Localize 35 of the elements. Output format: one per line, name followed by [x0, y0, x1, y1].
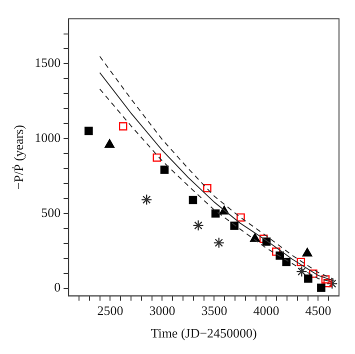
- point: [326, 278, 338, 290]
- point: [309, 270, 318, 278]
- x-tick-label: 4500: [305, 303, 332, 318]
- point: [323, 278, 332, 288]
- point: [272, 247, 280, 256]
- x-tick-label: 3000: [149, 303, 176, 318]
- y-tick-label: 500: [41, 204, 61, 220]
- point: [321, 275, 330, 284]
- point: [236, 213, 245, 222]
- point: [141, 194, 152, 206]
- point: [84, 126, 93, 136]
- x-tick-label: 4000: [253, 303, 280, 318]
- x-tick-label: 3500: [201, 303, 228, 318]
- point: [211, 209, 220, 218]
- x-tick-label: 2500: [97, 303, 124, 318]
- y-axis-title: −P/Ṗ (years): [11, 124, 26, 190]
- point: [188, 196, 198, 204]
- point: [213, 237, 224, 248]
- point: [259, 234, 268, 243]
- x-axis-title: Time (JD−2450000): [150, 326, 257, 341]
- point: [118, 122, 128, 130]
- point: [304, 274, 312, 283]
- y-tick-label: 0: [54, 280, 61, 295]
- y-tick-label: 1500: [34, 55, 61, 70]
- y-tick-label: 1000: [34, 130, 61, 146]
- point: [152, 153, 162, 162]
- point: [160, 166, 169, 174]
- point: [203, 184, 212, 192]
- point: [302, 248, 312, 257]
- point: [104, 139, 115, 148]
- point: [317, 284, 326, 292]
- point: [192, 220, 204, 232]
- point: [230, 222, 239, 230]
- point: [296, 258, 306, 266]
- point: [296, 266, 308, 278]
